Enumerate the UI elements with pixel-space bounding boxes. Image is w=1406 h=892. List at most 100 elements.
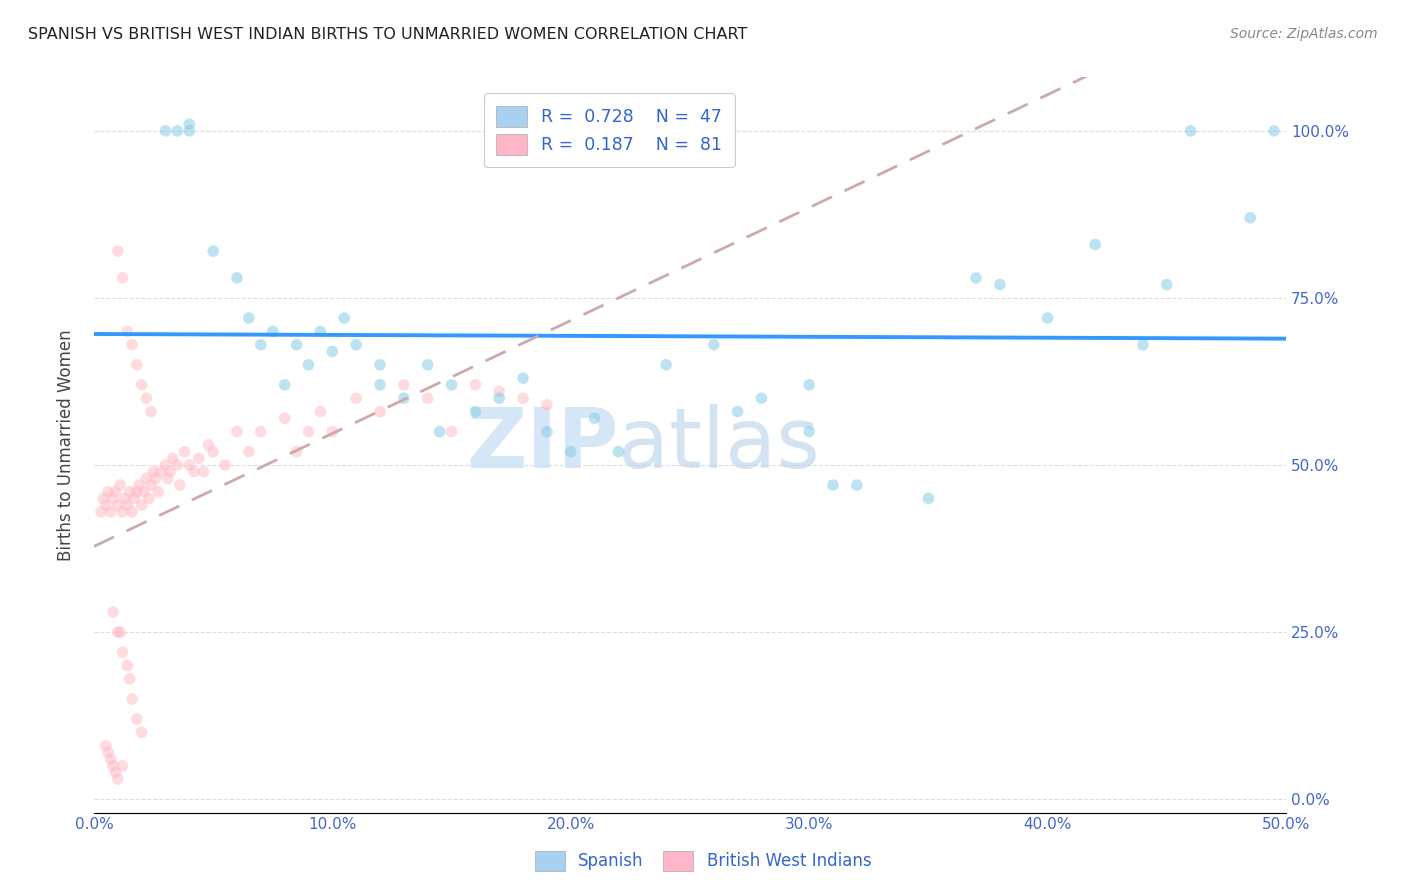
Point [114, 491, 136, 506]
Point [101, 758, 124, 772]
Point [173, 444, 195, 458]
Point [179, 124, 201, 138]
Point [368, 358, 391, 372]
Point [135, 391, 157, 405]
Point [107, 772, 129, 786]
Point [464, 404, 486, 418]
Point [125, 712, 148, 726]
Point [107, 625, 129, 640]
Point [917, 491, 939, 506]
Point [238, 444, 260, 458]
Point [108, 625, 131, 640]
Point [149, 465, 172, 479]
Point [145, 471, 167, 485]
Point [607, 444, 630, 458]
Point [118, 484, 141, 499]
Point [416, 358, 439, 372]
Point [1156, 277, 1178, 292]
Point [104, 484, 127, 499]
Point [238, 311, 260, 326]
Point [101, 605, 124, 619]
Point [392, 377, 415, 392]
Point [333, 311, 356, 326]
Point [125, 358, 148, 372]
Point [131, 377, 153, 392]
Point [162, 451, 184, 466]
Point [214, 458, 236, 472]
Point [94, 739, 117, 753]
Point [107, 244, 129, 259]
Point [226, 271, 249, 285]
Point [135, 471, 157, 485]
Point [988, 277, 1011, 292]
Point [368, 404, 391, 418]
Point [187, 451, 209, 466]
Y-axis label: Births to Unmarried Women: Births to Unmarried Women [58, 329, 75, 561]
Point [309, 404, 332, 418]
Point [344, 337, 367, 351]
Point [392, 391, 415, 405]
Point [703, 337, 725, 351]
Point [117, 658, 139, 673]
Text: Source: ZipAtlas.com: Source: ZipAtlas.com [1230, 27, 1378, 41]
Point [117, 325, 139, 339]
Point [202, 244, 225, 259]
Point [202, 444, 225, 458]
Point [107, 498, 129, 512]
Point [90, 505, 112, 519]
Point [1084, 237, 1107, 252]
Point [416, 391, 439, 405]
Point [1180, 124, 1202, 138]
Point [464, 377, 486, 392]
Point [138, 491, 160, 506]
Point [111, 645, 134, 659]
Point [321, 425, 343, 439]
Text: atlas: atlas [619, 404, 820, 485]
Point [262, 325, 284, 339]
Point [166, 124, 188, 138]
Point [121, 505, 143, 519]
Point [128, 478, 150, 492]
Point [273, 411, 295, 425]
Point [193, 465, 215, 479]
Point [125, 484, 148, 499]
Point [440, 377, 463, 392]
Point [117, 498, 139, 512]
Point [309, 325, 332, 339]
Point [797, 425, 820, 439]
Point [488, 384, 510, 399]
Point [1132, 337, 1154, 351]
Point [583, 411, 606, 425]
Point [197, 438, 219, 452]
Point [179, 458, 201, 472]
Point [429, 425, 451, 439]
Point [536, 398, 558, 412]
Point [344, 391, 367, 405]
Point [297, 358, 319, 372]
Point [111, 505, 134, 519]
Legend: Spanish, British West Indians: Spanish, British West Indians [526, 842, 880, 880]
Point [155, 458, 177, 472]
Point [560, 444, 582, 458]
Point [1239, 211, 1261, 225]
Point [273, 377, 295, 392]
Point [111, 271, 134, 285]
Point [488, 391, 510, 405]
Text: SPANISH VS BRITISH WEST INDIAN BIRTHS TO UNMARRIED WOMEN CORRELATION CHART: SPANISH VS BRITISH WEST INDIAN BIRTHS TO… [28, 27, 748, 42]
Point [101, 491, 124, 506]
Point [148, 484, 170, 499]
Point [226, 425, 249, 439]
Point [159, 465, 181, 479]
Point [100, 505, 122, 519]
Legend: R =  0.728    N =  47, R =  0.187    N =  81: R = 0.728 N = 47, R = 0.187 N = 81 [484, 94, 734, 167]
Point [321, 344, 343, 359]
Point [141, 478, 163, 492]
Point [131, 498, 153, 512]
Point [183, 465, 205, 479]
Point [100, 752, 122, 766]
Point [965, 271, 987, 285]
Point [118, 672, 141, 686]
Point [121, 337, 143, 351]
Point [93, 491, 115, 506]
Point [368, 377, 391, 392]
